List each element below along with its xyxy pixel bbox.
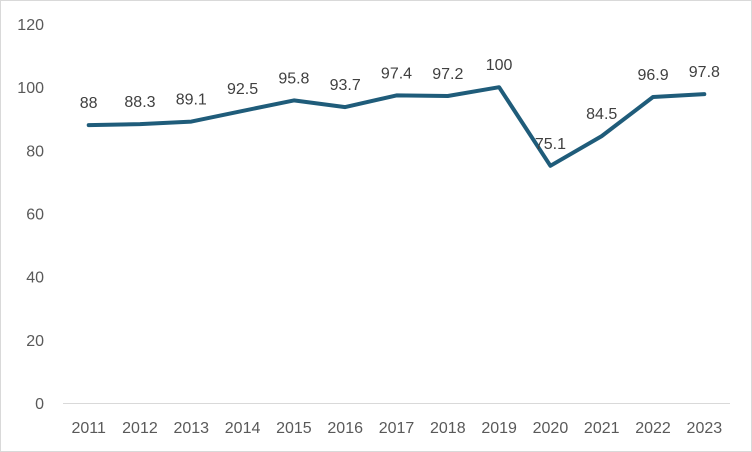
data-label: 75.1 [535, 136, 566, 153]
data-label: 97.4 [381, 65, 412, 82]
x-tick-label: 2018 [430, 420, 466, 437]
data-label: 92.5 [227, 81, 258, 98]
data-label: 97.8 [689, 64, 720, 81]
data-label: 93.7 [330, 77, 361, 94]
x-tick-label: 2012 [122, 420, 158, 437]
data-label: 100 [486, 57, 513, 74]
y-tick-label: 40 [26, 270, 44, 287]
y-tick-label: 0 [35, 396, 44, 413]
y-tick-label: 100 [17, 80, 44, 97]
data-label: 88 [80, 95, 98, 112]
data-labels: 88 88.3 89.1 92.5 95.8 93.7 97.4 97.2 100 75.1 84.… [80, 57, 720, 153]
data-label: 88.3 [124, 94, 155, 111]
y-axis: 0 20 40 60 80 100 120 [17, 17, 44, 413]
x-tick-label: 2014 [225, 420, 261, 437]
data-label: 84.5 [586, 106, 617, 123]
x-tick-label: 2023 [687, 420, 723, 437]
x-tick-label: 2016 [327, 420, 363, 437]
y-tick-label: 120 [17, 17, 44, 34]
x-tick-label: 2015 [276, 420, 312, 437]
data-label: 97.2 [432, 66, 463, 83]
data-label: 95.8 [278, 70, 309, 87]
x-tick-label: 2020 [533, 420, 569, 437]
x-axis: 2011 2012 2013 2014 2015 2016 2017 2018 2019 2020… [71, 420, 722, 437]
y-tick-label: 80 [26, 143, 44, 160]
series-line [86, 85, 707, 168]
y-tick-label: 20 [26, 333, 44, 350]
x-tick-label: 2021 [584, 420, 620, 437]
y-tick-label: 60 [26, 207, 44, 224]
data-label: 96.9 [637, 67, 668, 84]
x-tick-label: 2017 [379, 420, 415, 437]
x-tick-label: 2022 [635, 420, 671, 437]
data-label: 89.1 [176, 92, 207, 109]
x-tick-label: 2011 [71, 420, 106, 437]
x-tick-label: 2019 [481, 420, 517, 437]
x-tick-label: 2013 [173, 420, 209, 437]
